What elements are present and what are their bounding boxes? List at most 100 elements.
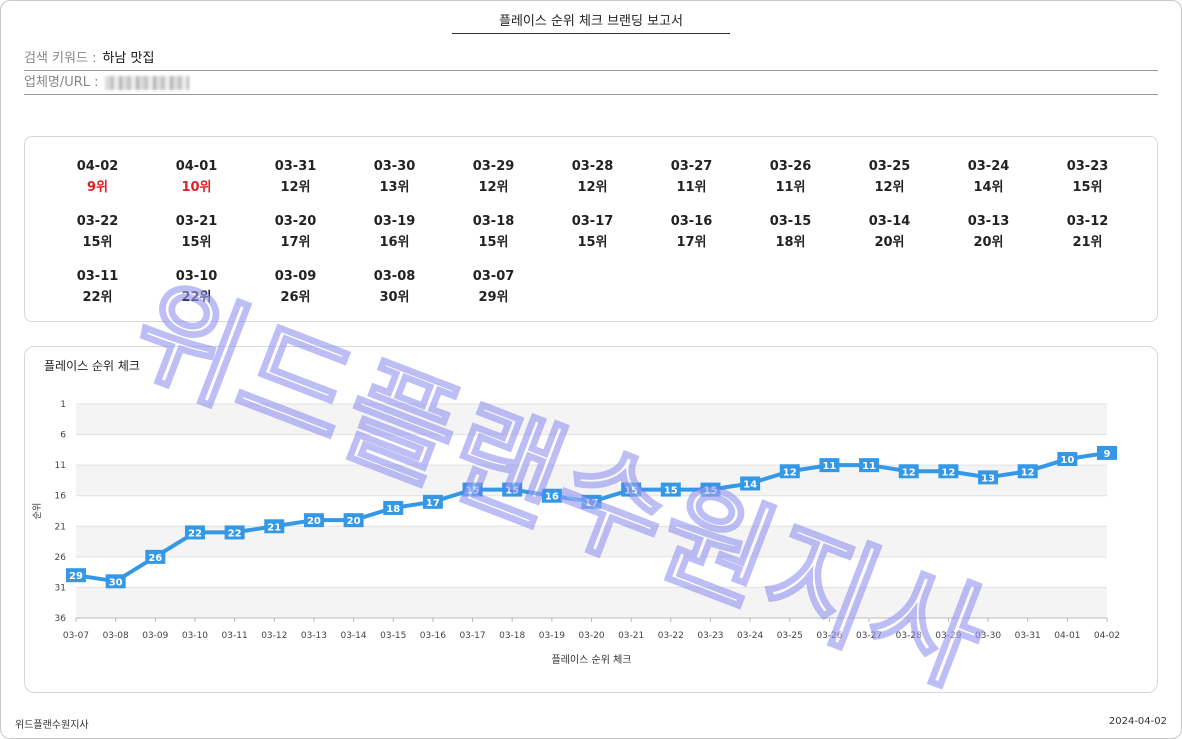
data-point xyxy=(224,525,245,540)
x-tick-label: 03-12 xyxy=(261,631,287,641)
rank-value: 21위 xyxy=(1072,235,1103,250)
rank-cell: 03-17 15위 xyxy=(543,211,642,256)
y-tick-label: 6 xyxy=(60,431,66,441)
data-label: 12 xyxy=(941,467,955,478)
data-label: 20 xyxy=(307,516,321,527)
rank-date: 03-29 xyxy=(472,159,515,174)
data-point xyxy=(184,525,205,540)
footer-date: 2024-04-02 xyxy=(1108,716,1167,727)
rank-cell: 03-25 12위 xyxy=(840,156,939,201)
rank-value: 15위 xyxy=(577,235,608,250)
y-tick-label: 21 xyxy=(55,522,66,532)
rank-cell: 03-12 21위 xyxy=(1038,211,1137,256)
data-point xyxy=(303,513,324,528)
rank-value: 15위 xyxy=(478,235,509,250)
x-axis-title: 플레이스 순위 체크 xyxy=(552,653,632,666)
rank-value: 20위 xyxy=(973,235,1004,250)
rank-date: 03-30 xyxy=(373,159,416,174)
keyword-label: 검색 키워드 : xyxy=(24,51,97,66)
data-point xyxy=(145,549,166,564)
data-point xyxy=(66,568,86,583)
rank-value: 26위 xyxy=(280,290,311,305)
data-point xyxy=(898,464,919,479)
rank-date: 03-31 xyxy=(274,159,317,174)
rank-date: 04-01 xyxy=(175,159,218,174)
data-point xyxy=(859,458,880,473)
rank-cell: 03-18 15위 xyxy=(444,211,543,256)
data-label: 21 xyxy=(267,522,281,533)
keyword-value: 하남 맛집 xyxy=(102,51,155,66)
rank-value: 14위 xyxy=(973,180,1004,195)
data-point xyxy=(343,513,364,528)
data-point xyxy=(740,476,761,491)
rank-value: 11위 xyxy=(676,180,707,195)
rank-date: 03-21 xyxy=(175,214,218,229)
rank-date: 03-11 xyxy=(76,269,119,284)
data-label: 11 xyxy=(822,461,836,472)
rank-date: 03-08 xyxy=(373,269,416,284)
data-point xyxy=(581,494,602,509)
rank-value: 15위 xyxy=(82,235,113,250)
rank-cell: 03-14 20위 xyxy=(840,211,939,256)
x-tick-label: 03-08 xyxy=(103,631,129,641)
y-tick-label: 31 xyxy=(55,583,66,593)
x-tick-label: 03-14 xyxy=(340,631,366,641)
data-label: 12 xyxy=(783,467,797,478)
x-tick-label: 03-26 xyxy=(816,631,842,641)
x-tick-label: 03-17 xyxy=(459,631,485,641)
grid-band xyxy=(76,404,1107,435)
rank-cell: 03-11 22위 xyxy=(48,266,147,311)
rank-date: 03-10 xyxy=(175,269,218,284)
rank-date: 03-19 xyxy=(373,214,416,229)
rank-date: 03-24 xyxy=(967,159,1010,174)
data-point xyxy=(938,464,959,479)
rank-value: 12위 xyxy=(280,180,311,195)
data-label: 12 xyxy=(902,467,916,478)
rank-value: 17위 xyxy=(676,235,707,250)
rank-cell: 03-30 13위 xyxy=(345,156,444,201)
daily-rank-card xyxy=(24,136,1158,322)
data-point xyxy=(105,574,126,589)
data-label: 15 xyxy=(505,486,519,497)
rank-date: 03-18 xyxy=(472,214,515,229)
rank-date: 03-28 xyxy=(571,159,614,174)
rank-value: 12위 xyxy=(577,180,608,195)
rank-cell: 03-16 17위 xyxy=(642,211,741,256)
rank-cell: 03-22 15위 xyxy=(48,211,147,256)
report-title: 플레이스 순위 체크 브랜딩 보고서 xyxy=(452,10,730,34)
data-point xyxy=(660,482,681,497)
rank-value: 11위 xyxy=(775,180,806,195)
data-label: 12 xyxy=(1021,467,1035,478)
rank-value: 10위 xyxy=(181,180,212,195)
data-label: 16 xyxy=(545,492,559,503)
data-point xyxy=(621,482,642,497)
rank-cell: 03-19 16위 xyxy=(345,211,444,256)
x-tick-label: 03-21 xyxy=(618,631,644,641)
rank-cell: 03-24 14위 xyxy=(939,156,1038,201)
keyword-row: 검색 키워드 : 하남 맛집 xyxy=(24,49,1158,71)
footer-company: 위드플랜수원지사 xyxy=(15,720,89,731)
rank-value: 16위 xyxy=(379,235,410,250)
x-tick-label: 03-19 xyxy=(539,631,565,641)
chart-title: 플레이스 순위 체크 xyxy=(44,359,140,373)
grid-band xyxy=(76,587,1107,618)
rank-cell: 03-27 11위 xyxy=(642,156,741,201)
data-label: 9 xyxy=(1104,449,1111,460)
rank-date: 03-09 xyxy=(274,269,317,284)
rank-cell: 03-20 17위 xyxy=(246,211,345,256)
rank-cell: 03-26 11위 xyxy=(741,156,840,201)
x-tick-label: 03-20 xyxy=(578,631,604,641)
x-tick-label: 03-15 xyxy=(380,631,406,641)
data-label: 29 xyxy=(69,571,83,582)
y-tick-label: 16 xyxy=(55,492,67,502)
y-axis-title: 순위 xyxy=(32,503,43,520)
x-tick-label: 04-02 xyxy=(1094,631,1120,641)
data-label: 18 xyxy=(386,504,400,515)
grid-band xyxy=(76,434,1107,466)
grid-band xyxy=(76,556,1107,588)
data-label: 20 xyxy=(347,516,361,527)
x-tick-label: 03-10 xyxy=(182,631,208,641)
y-tick-label: 11 xyxy=(55,461,66,471)
data-point xyxy=(779,464,800,479)
rank-date: 03-26 xyxy=(769,159,812,174)
